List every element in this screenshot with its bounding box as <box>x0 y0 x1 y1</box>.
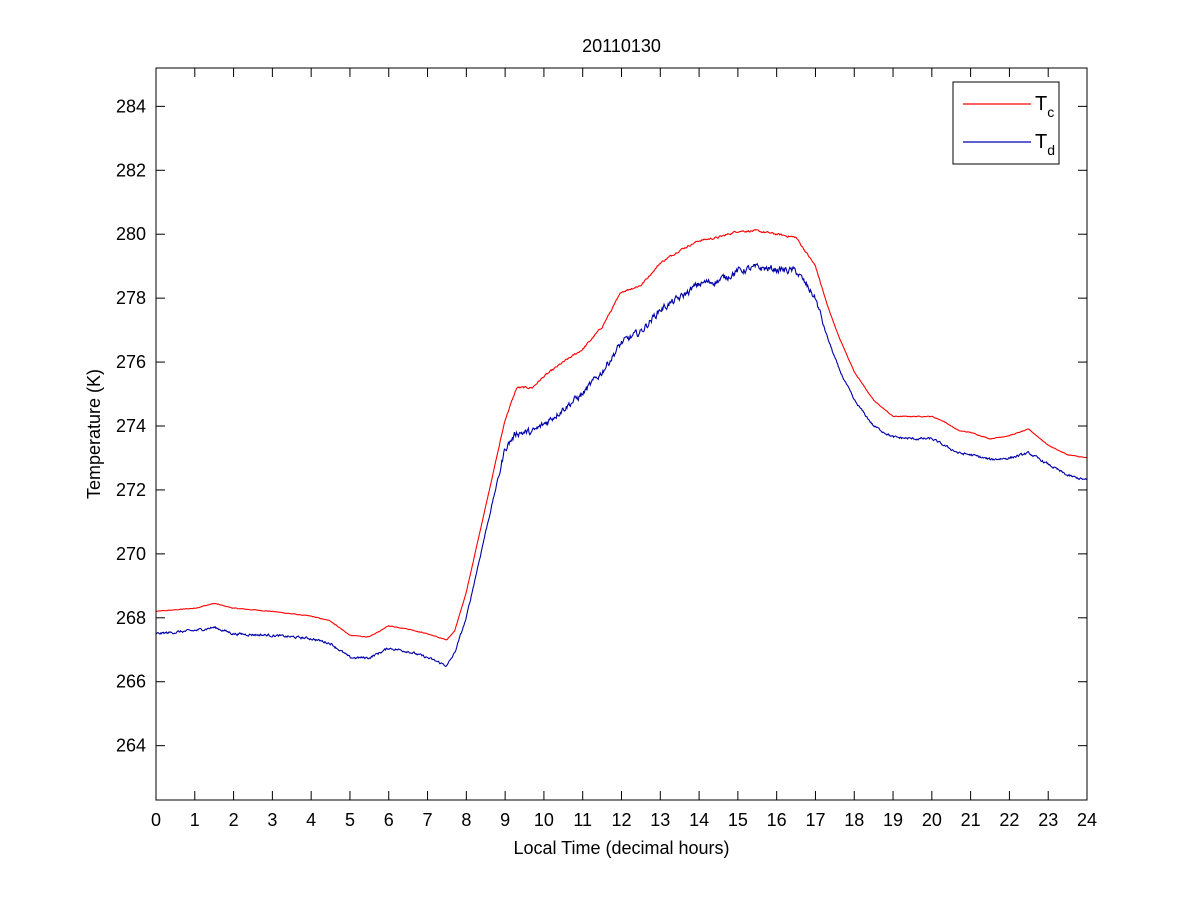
x-tick-label: 10 <box>534 810 554 830</box>
x-tick-label: 21 <box>961 810 981 830</box>
x-tick-label: 11 <box>573 810 592 830</box>
y-tick-label: 274 <box>116 416 146 436</box>
x-axis-title: Local Time (decimal hours) <box>513 838 729 858</box>
y-tick-label: 276 <box>116 352 146 372</box>
legend-label-main: T <box>1035 131 1047 153</box>
legend-label-td: Td <box>1035 131 1055 158</box>
x-tick-label: 22 <box>999 810 1019 830</box>
x-tick-label: 15 <box>728 810 748 830</box>
y-tick-label: 266 <box>116 672 146 692</box>
y-tick-label: 270 <box>116 544 146 564</box>
series-line-tc <box>155 228 1088 641</box>
plot-area <box>156 68 1087 800</box>
x-tick-label: 17 <box>805 810 825 830</box>
x-tick-label: 7 <box>423 810 433 830</box>
x-tick-label: 16 <box>767 810 787 830</box>
x-tick-label: 3 <box>267 810 277 830</box>
x-tick-label: 13 <box>650 810 670 830</box>
x-tick-label: 4 <box>306 810 316 830</box>
x-tick-label: 9 <box>500 810 510 830</box>
series-layer <box>155 228 1088 668</box>
x-tick-label: 2 <box>229 810 239 830</box>
x-tick-label: 5 <box>345 810 355 830</box>
x-tick-label: 23 <box>1038 810 1058 830</box>
ticks-layer: 0 1 2 3 4 5 6 7 8 9 10 11 12 13 14 15 16 17 18 19 20 21 22 23 24… <box>116 68 1097 830</box>
y-tick-label: 280 <box>116 224 146 244</box>
y-tick-label: 278 <box>116 288 146 308</box>
x-tick-label: 8 <box>461 810 471 830</box>
y-tick-label: 282 <box>116 160 146 180</box>
legend-label-tc: Tc <box>1035 93 1054 120</box>
y-tick-label: 264 <box>116 736 146 756</box>
y-tick-label: 268 <box>116 608 146 628</box>
legend-box <box>952 81 1060 165</box>
x-tick-label: 12 <box>611 810 631 830</box>
y-tick-label: 284 <box>116 96 146 116</box>
x-tick-label: 0 <box>151 810 161 830</box>
legend-label-sub: d <box>1047 142 1055 158</box>
x-tick-label: 14 <box>689 810 709 830</box>
x-tick-label: 19 <box>883 810 903 830</box>
x-tick-label: 18 <box>844 810 864 830</box>
x-tick-label: 20 <box>922 810 942 830</box>
legend-label-main: T <box>1035 93 1047 115</box>
chart-title: 20110130 <box>582 36 661 56</box>
x-tick-label: 6 <box>384 810 394 830</box>
y-axis-title: Temperature (K) <box>84 369 104 499</box>
x-tick-label: 24 <box>1077 810 1097 830</box>
y-tick-label: 272 <box>116 480 146 500</box>
series-line-td <box>155 262 1088 668</box>
x-tick-label: 1 <box>190 810 200 830</box>
legend-label-sub: c <box>1047 104 1054 120</box>
